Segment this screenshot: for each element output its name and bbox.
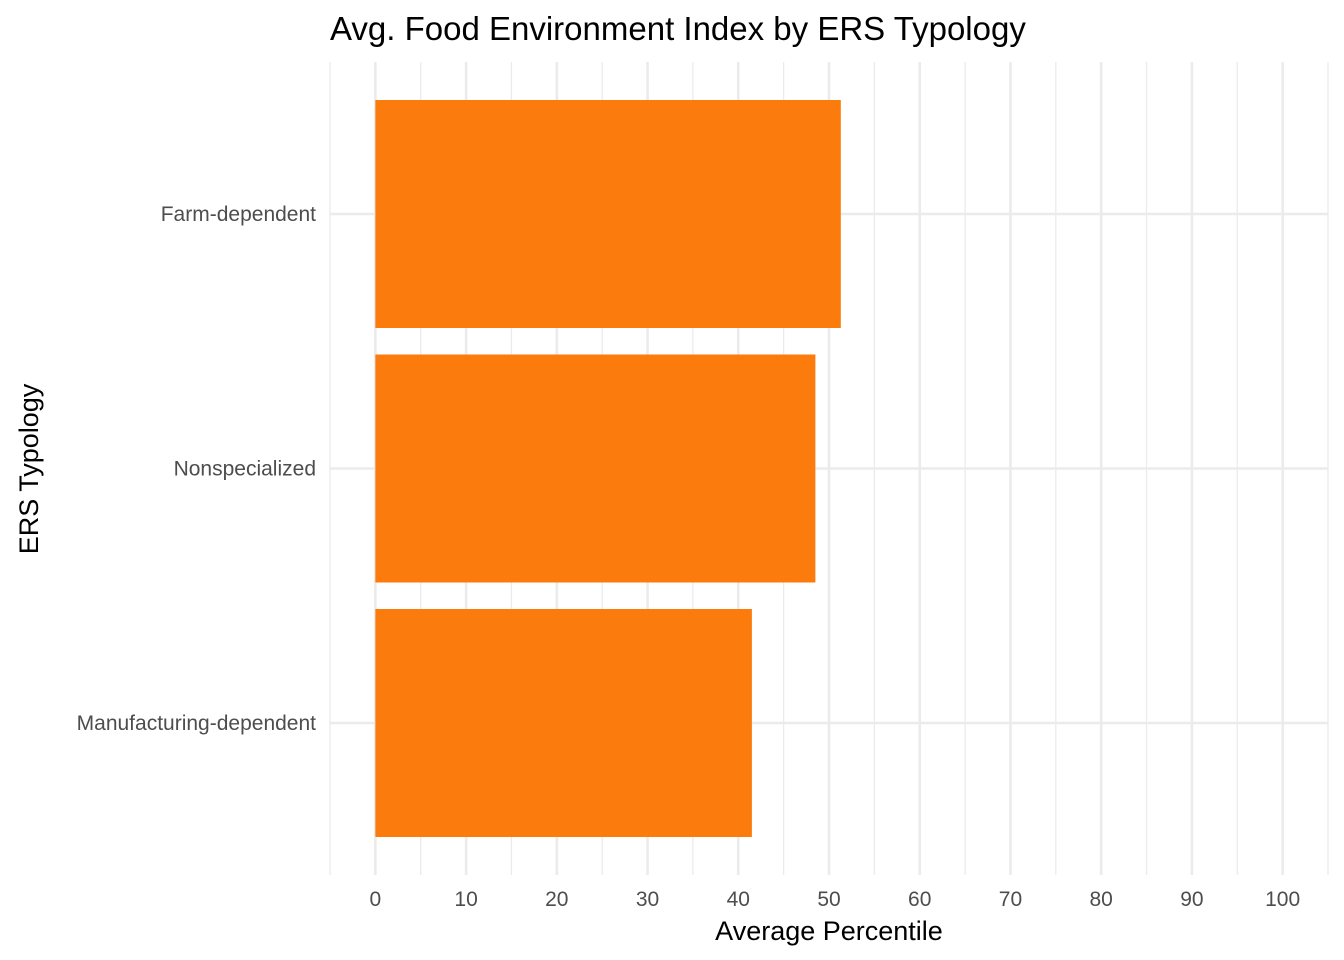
bar-nonspecialized bbox=[375, 354, 816, 583]
x-tick-label: 60 bbox=[908, 888, 931, 911]
x-tick-label: 100 bbox=[1265, 888, 1300, 911]
bar-manufacturing-dependent bbox=[375, 609, 752, 837]
x-tick-label: 40 bbox=[727, 888, 750, 911]
y-tick-label: Nonspecialized bbox=[174, 458, 316, 481]
chart-title: Avg. Food Environment Index by ERS Typol… bbox=[330, 10, 1026, 47]
x-axis-ticks: 0 10 20 30 40 50 60 70 80 90 100 bbox=[370, 888, 1301, 911]
bar-farm-dependent bbox=[375, 100, 841, 328]
x-tick-label: 80 bbox=[1090, 888, 1113, 911]
x-tick-label: 20 bbox=[545, 888, 568, 911]
x-tick-label: 50 bbox=[817, 888, 840, 911]
x-tick-label: 30 bbox=[636, 888, 659, 911]
x-tick-label: 0 bbox=[370, 888, 382, 911]
x-tick-label: 10 bbox=[454, 888, 477, 911]
x-axis-title: Average Percentile bbox=[715, 916, 943, 946]
y-tick-label: Manufacturing-dependent bbox=[77, 712, 317, 735]
y-axis-ticks: Farm-dependent Nonspecialized Manufacturin… bbox=[77, 203, 317, 735]
x-tick-label: 70 bbox=[999, 888, 1022, 911]
bars bbox=[375, 100, 841, 837]
x-tick-label: 90 bbox=[1180, 888, 1203, 911]
y-axis-title: ERS Typology bbox=[14, 383, 44, 554]
y-tick-label: Farm-dependent bbox=[161, 203, 316, 226]
